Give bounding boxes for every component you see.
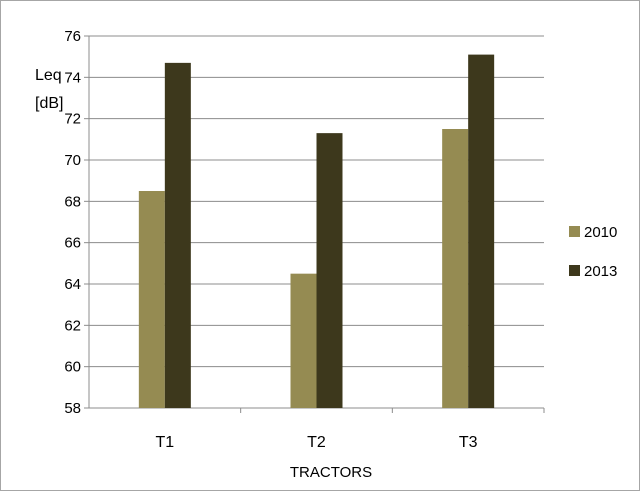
y-tick-labels: 58 60 62 64 66 68 70 72 74 76: [64, 28, 81, 417]
bar-T1-2010: [138, 191, 165, 408]
y-tick-label-70: 70: [64, 152, 81, 169]
y-axis-label-line-2: [dB]: [35, 95, 63, 112]
legend-label-2013: 2013: [584, 263, 617, 280]
x-tick-label-T3: T3: [459, 434, 478, 451]
x-axis-label: TRACTORS: [290, 464, 372, 481]
y-tick-label-72: 72: [64, 111, 81, 128]
y-tick-label-64: 64: [64, 276, 81, 293]
bar-T2-2013: [316, 133, 343, 408]
y-axis-label-line-1: Leq: [35, 67, 62, 84]
y-tick-label-68: 68: [64, 193, 81, 210]
legend-label-2010: 2010: [584, 224, 617, 241]
legend-swatch-2010: [569, 226, 580, 237]
y-tick-label-62: 62: [64, 317, 81, 334]
y-tick-label-74: 74: [64, 69, 81, 86]
y-tick-label-76: 76: [64, 28, 81, 45]
legend-swatch-2013: [569, 265, 580, 276]
x-tick-label-T1: T1: [155, 434, 174, 451]
legend: 2010 2013: [569, 224, 617, 280]
y-tick-label-66: 66: [64, 235, 81, 252]
bar-T1-2013: [164, 62, 191, 408]
y-tick-label-58: 58: [64, 400, 81, 417]
bar-T3-2010: [442, 129, 469, 408]
bar-T2-2010: [290, 273, 317, 408]
bars: [138, 54, 495, 408]
y-tick-label-60: 60: [64, 359, 81, 376]
x-tick-labels: T1 T2 T3: [155, 434, 477, 451]
x-tick-label-T2: T2: [307, 434, 326, 451]
bar-T3-2013: [468, 54, 495, 408]
